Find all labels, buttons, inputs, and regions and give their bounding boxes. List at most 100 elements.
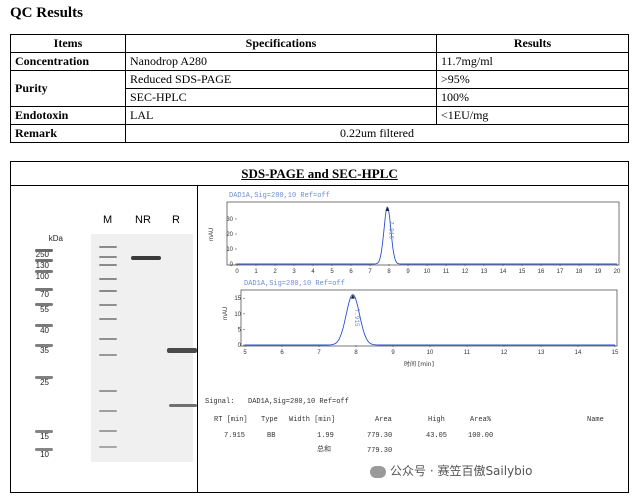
marker-band: [99, 304, 117, 306]
lane-label-m: M: [103, 214, 113, 226]
x-tick-label: 11: [443, 269, 450, 275]
sds-page-gel: kDa 250 130 100 70 55 40 35 25 15 10 M N…: [15, 188, 197, 491]
header-results: Results: [436, 34, 629, 53]
hplc-bottom-frame: [240, 289, 618, 347]
hplc-top-header: DAD1A,Sig=280,10 Ref=off: [229, 192, 330, 200]
lane-label-r: R: [172, 214, 180, 226]
x-tick-label: 0: [235, 269, 239, 275]
reference-ladder: [35, 242, 53, 452]
x-tick-label: 17: [557, 269, 564, 275]
table-row: Endotoxin LAL <1EU/mg: [10, 106, 629, 125]
cell-high: 43.05: [426, 432, 448, 440]
watermark: 公众号 · 赛笠百傲Sailybio: [370, 462, 532, 479]
panel-divider: [197, 186, 198, 492]
cell-area: 779.30: [367, 432, 393, 440]
ladder-band: [35, 344, 53, 347]
x-tick-label: 12: [462, 269, 469, 275]
x-tick-label: 16: [538, 269, 545, 275]
x-tick-label: 14: [575, 350, 582, 356]
x-tick-label: 9: [391, 350, 395, 356]
hplc-top-x-axis: 0 1 2 3 4 5 6 7 8 9 10 11 12 13 14 15 16 17 18 19 20: [235, 264, 621, 275]
x-tick-label: 9: [406, 269, 410, 275]
x-tick-label: 3: [292, 269, 296, 275]
y-tick-label: 0: [230, 262, 234, 268]
x-tick-label: 7: [317, 350, 321, 356]
kda-unit-label: kDa: [48, 234, 63, 243]
ladder-band: [35, 288, 53, 291]
hplc-bottom-trace: [245, 294, 615, 346]
marker-label: 70: [40, 290, 49, 299]
concentration-label: Concentration: [10, 52, 126, 71]
x-tick-label: 1: [254, 269, 258, 275]
marker-label: 40: [40, 326, 49, 335]
x-tick-label: 5: [243, 350, 247, 356]
x-tick-label: 4: [311, 269, 315, 275]
endotoxin-label: Endotoxin: [10, 106, 126, 125]
hplc-bottom-xlabel: 时间 [min]: [404, 360, 434, 368]
marker-label: 15: [40, 432, 49, 441]
y-tick-label: 0: [238, 343, 242, 349]
gel-image: [91, 234, 197, 462]
cell-type: BB: [267, 432, 276, 440]
nr-band: [131, 256, 161, 260]
x-tick-label: 10: [427, 350, 434, 356]
x-tick-label: 10: [424, 269, 431, 275]
hplc-bottom-peak-label: 7.915: [353, 309, 360, 327]
hplc-top-trace: [237, 206, 617, 265]
signal-label: Signal:: [205, 398, 235, 406]
x-tick-label: 6: [280, 350, 284, 356]
header-specifications: Specifications: [125, 34, 437, 53]
marker-band: [99, 264, 117, 266]
total-area: 779.30: [367, 447, 393, 455]
endotoxin-spec: LAL: [125, 106, 437, 125]
r-light-chain-band: [169, 404, 197, 407]
hplc-top-chart: 0 1 2 3 4 5 6 7 8 9 10 11 12 13 14 15 16 17 18 19 20 3020100…: [209, 201, 621, 275]
lane-label-nr: NR: [135, 214, 151, 226]
col-type: Type: [261, 416, 278, 424]
cell-area-pct: 100.00: [468, 432, 494, 440]
hplc-bottom-x-axis: 5 6 7 8 9 10 11 12 13 14 15: [243, 345, 619, 356]
purity-spec-sds: Reduced SDS-PAGE: [125, 70, 437, 89]
results-panel: SDS-PAGE and SEC-HPLC kDa 250 130 100 70…: [10, 161, 629, 493]
peak-marker: [350, 294, 355, 299]
cell-width: 1.99: [317, 432, 334, 440]
table-row: Remark 0.22um filtered: [10, 124, 629, 143]
ladder-band: [35, 259, 53, 262]
x-tick-label: 6: [349, 269, 353, 275]
col-high: High: [428, 416, 445, 424]
table-row: Purity Reduced SDS-PAGE >95%: [10, 70, 629, 107]
ladder-band: [35, 249, 53, 252]
header-items: Items: [10, 34, 126, 53]
hplc-bottom-header: DAD1A,Sig=280,10 Ref=off: [244, 280, 345, 288]
y-tick-label: 10: [226, 247, 233, 253]
y-tick-label: 10: [234, 312, 241, 318]
marker-band: [99, 446, 117, 448]
ladder-band: [35, 324, 53, 327]
marker-band: [99, 290, 117, 292]
x-tick-label: 20: [614, 269, 621, 275]
col-rt: RT [min]: [214, 416, 248, 424]
marker-band: [99, 278, 117, 280]
purity-label: Purity: [10, 70, 126, 107]
ladder-band: [35, 448, 53, 451]
r-heavy-chain-band: [167, 348, 197, 353]
x-tick-label: 18: [576, 269, 583, 275]
marker-band: [99, 338, 117, 340]
peak-marker: [385, 207, 390, 211]
marker-band: [99, 256, 117, 258]
col-width: Width [min]: [289, 416, 336, 424]
x-tick-label: 15: [612, 350, 619, 356]
x-tick-label: 8: [354, 350, 358, 356]
x-tick-label: 13: [481, 269, 488, 275]
marker-label: 100: [35, 272, 49, 281]
ladder-band: [35, 303, 53, 306]
y-tick-label: 20: [226, 232, 233, 238]
x-tick-label: 8: [387, 269, 391, 275]
hplc-top-frame: [226, 201, 620, 266]
marker-band: [99, 246, 117, 248]
y-tick-label: 15: [234, 296, 241, 302]
panel-title-row: SDS-PAGE and SEC-HPLC: [11, 162, 628, 186]
y-tick-label: 30: [226, 217, 233, 223]
x-tick-label: 15: [519, 269, 526, 275]
